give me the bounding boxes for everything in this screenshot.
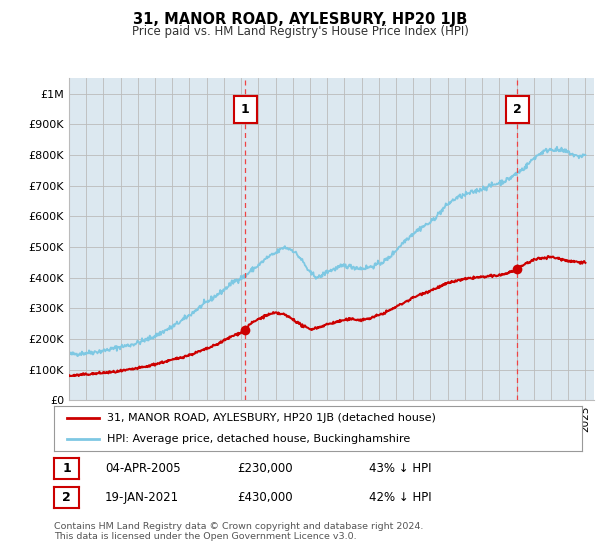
Text: 1: 1	[241, 102, 250, 115]
Text: 2: 2	[62, 491, 71, 504]
Text: 1: 1	[62, 461, 71, 475]
Text: £430,000: £430,000	[237, 491, 293, 504]
Text: 04-APR-2005: 04-APR-2005	[105, 461, 181, 475]
Text: HPI: Average price, detached house, Buckinghamshire: HPI: Average price, detached house, Buck…	[107, 433, 410, 444]
Text: 2: 2	[513, 102, 522, 115]
Text: Contains HM Land Registry data © Crown copyright and database right 2024.: Contains HM Land Registry data © Crown c…	[54, 522, 424, 531]
Text: 31, MANOR ROAD, AYLESBURY, HP20 1JB (detached house): 31, MANOR ROAD, AYLESBURY, HP20 1JB (det…	[107, 413, 436, 423]
Text: 31, MANOR ROAD, AYLESBURY, HP20 1JB: 31, MANOR ROAD, AYLESBURY, HP20 1JB	[133, 12, 467, 27]
Text: This data is licensed under the Open Government Licence v3.0.: This data is licensed under the Open Gov…	[54, 532, 356, 541]
Text: 43% ↓ HPI: 43% ↓ HPI	[369, 461, 431, 475]
Text: Price paid vs. HM Land Registry's House Price Index (HPI): Price paid vs. HM Land Registry's House …	[131, 25, 469, 38]
Text: £230,000: £230,000	[237, 461, 293, 475]
Text: 19-JAN-2021: 19-JAN-2021	[105, 491, 179, 504]
Text: 42% ↓ HPI: 42% ↓ HPI	[369, 491, 431, 504]
